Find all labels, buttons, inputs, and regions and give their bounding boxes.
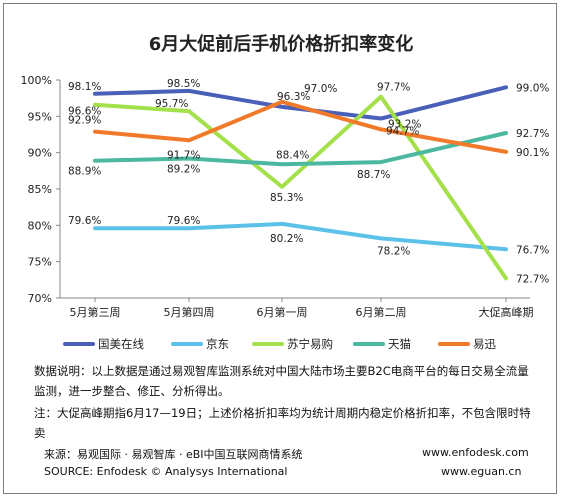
- url-eguan: www.eguan.cn: [441, 465, 522, 478]
- series-line-1: [93, 221, 508, 252]
- y-tick-label: 80%: [28, 219, 52, 232]
- data-label: 88.9%: [68, 166, 101, 178]
- data-label: 78.2%: [377, 245, 410, 257]
- data-label: 97.7%: [377, 82, 410, 94]
- y-tick-label: 95%: [28, 110, 52, 123]
- y-tick-label: 90%: [28, 147, 52, 160]
- data-label: 92.9%: [68, 115, 101, 127]
- data-label: 85.3%: [270, 192, 303, 204]
- series-line-3: [93, 131, 508, 167]
- x-tick-label: 6月第一周: [257, 305, 308, 319]
- data-label: 93.2%: [388, 118, 421, 130]
- legend-label-0: 国美在线: [98, 337, 144, 351]
- legend-label-3: 天猫: [388, 337, 411, 351]
- chart-title: 6月大促前后手机价格折扣率变化: [149, 33, 414, 55]
- data-label: 92.7%: [516, 128, 549, 140]
- data-label: 99.0%: [516, 82, 549, 94]
- data-label: 89.2%: [167, 163, 200, 175]
- x-tick-label: 大促高峰期: [479, 305, 534, 319]
- data-label: 76.7%: [516, 244, 549, 256]
- data-label: 98.1%: [68, 81, 101, 93]
- legend-label-4: 易迅: [473, 337, 496, 351]
- series-line-4: [93, 99, 508, 154]
- legend-label-1: 京东: [206, 337, 229, 351]
- data-label: 90.1%: [516, 147, 549, 159]
- x-tick-label: 5月第四周: [164, 305, 215, 319]
- data-label: 88.7%: [357, 169, 390, 181]
- series-line-2: [93, 94, 508, 281]
- data-label: 95.7%: [155, 98, 188, 110]
- data-note: 数据说明：以上数据是通过易观智库监测系统对中国大陆市场主要B2C电商平台的每日交…: [34, 364, 529, 398]
- y-tick-label: 100%: [21, 74, 52, 87]
- chart-frame: [3, 3, 557, 494]
- data-label: 88.4%: [276, 149, 309, 161]
- y-tick-label: 70%: [28, 292, 52, 305]
- data-label: 98.5%: [167, 78, 200, 90]
- data-label: 79.6%: [167, 215, 200, 227]
- data-label: 91.7%: [167, 149, 200, 161]
- source-en: SOURCE: Enfodesk © Analysys Internationa…: [44, 465, 288, 478]
- legend-label-2: 苏宁易购: [287, 337, 333, 351]
- y-tick-label: 85%: [28, 183, 52, 196]
- source-cn: 来源：易观国际 · 易观智库 · eBI中国互联网商情系统: [44, 448, 303, 461]
- data-label: 79.6%: [68, 215, 101, 227]
- url-enfodesk: www.enfodesk.com: [422, 446, 529, 459]
- x-tick-label: 6月第二周: [356, 305, 407, 319]
- data-label: 94.7%: [386, 126, 419, 138]
- data-label: 96.3%: [277, 91, 310, 103]
- data-label: 97.0%: [304, 83, 337, 95]
- data-label: 72.7%: [516, 273, 549, 285]
- footnote: 注：大促高峰期指6月17—19日；上述价格折扣率均为统计周期内稳定价格折扣率，不…: [34, 406, 531, 440]
- y-tick-label: 75%: [28, 256, 52, 269]
- x-tick-label: 5月第三周: [70, 305, 121, 319]
- data-label: 96.6%: [68, 106, 101, 118]
- series-line-0: [93, 85, 508, 121]
- data-label: 80.2%: [270, 233, 303, 245]
